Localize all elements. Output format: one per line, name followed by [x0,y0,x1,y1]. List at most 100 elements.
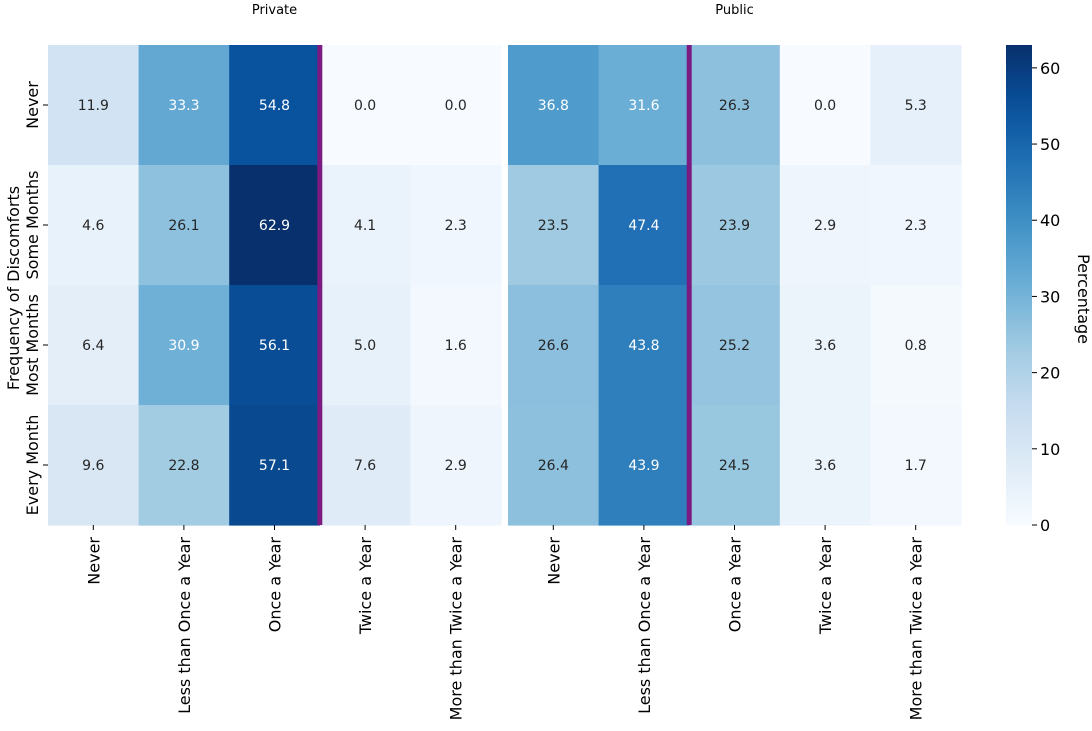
cell-value-label: 0.0 [354,98,376,114]
heatmap-cell [598,165,690,286]
colorbar-tick-label: 10 [1040,440,1060,459]
heatmap-cell [319,165,411,286]
cell-value-label: 43.9 [628,458,659,474]
heatmap-cell [48,45,140,166]
cell-value-label: 5.3 [905,98,927,114]
cell-value-label: 25.2 [719,338,750,354]
cell-value-label: 4.1 [354,218,376,234]
cell-value-label: 47.4 [628,218,659,234]
colorbar-tick-label: 50 [1040,135,1060,154]
heatmap-cell [870,285,962,406]
heatmap-cell [319,405,411,526]
heatmap-cell [229,165,321,286]
cell-value-label: 22.8 [168,458,199,474]
heatmap-cell [689,285,781,406]
colorbar-tick-label: 40 [1040,211,1060,230]
colorbar: 0 10 20 30 40 50 60 [1006,45,1060,535]
cell-value-label: 2.9 [814,218,836,234]
x-tick-label: More than Twice a Year [907,537,926,721]
cell-value-label: 2.9 [445,458,467,474]
cell-value-label: 31.6 [628,98,659,114]
x-tick-label: Twice a Year [356,537,375,636]
cell-value-label: 33.3 [168,98,199,114]
x-tick-label: Twice a Year [816,537,835,636]
heatmap-cell [508,285,600,406]
y-axis-label: Frequency of Discomforts [4,186,23,390]
x-tick-label: Never [544,537,563,585]
heatmap-cell [138,405,230,526]
x-tick-label: More than Twice a Year [447,537,466,721]
cell-value-label: 1.7 [905,458,927,474]
cell-value-label: 26.6 [538,338,569,354]
heatmap-cell [138,165,230,286]
x-tick-label: Less than Once a Year [635,537,654,714]
cell-value-label: 6.4 [82,338,104,354]
cell-value-label: 23.5 [538,218,569,234]
cell-value-label: 57.1 [259,458,290,474]
cell-value-label: 24.5 [719,458,750,474]
cell-value-label: 0.0 [445,98,467,114]
cell-value-label: 2.3 [445,218,467,234]
heatmap-cell [229,285,321,406]
heatmap-cell [138,45,230,166]
heatmap-cell [410,405,502,526]
colorbar-label: Percentage [1074,254,1092,344]
cell-value-label: 56.1 [259,338,290,354]
heatmap-cell [229,405,321,526]
panel-public: Public 36.8 31.6 26.3 0.0 5.3 23.5 47.4 23.9 2.9 2… [508,3,962,720]
heatmap-cell [229,45,321,166]
heatmap-cell [779,45,871,166]
cell-value-label: 1.6 [445,338,467,354]
heatmap-cell [870,45,962,166]
colorbar-tick-label: 0 [1040,516,1050,535]
y-tick-label: Never [23,81,42,129]
heatmap-cell [870,405,962,526]
heatmap-cell [410,285,502,406]
colorbar-tick-label: 60 [1040,59,1060,78]
heatmap-cell [48,285,140,406]
colorbar-tick-label: 20 [1040,364,1060,383]
cell-value-label: 4.6 [82,218,104,234]
heatmap-cell [689,165,781,286]
panel-title: Public [715,3,753,18]
cell-value-label: 54.8 [259,98,290,114]
heatmap-cell [319,285,411,406]
cell-value-label: 36.8 [538,98,569,114]
heatmap-cell [779,405,871,526]
heatmap-cell [779,285,871,406]
heatmap-cell [689,405,781,526]
panel-title: Private [252,3,297,18]
cell-value-label: 9.6 [82,458,104,474]
cell-value-label: 0.0 [814,98,836,114]
heatmap-cell [138,285,230,406]
x-tick-label: Less than Once a Year [175,537,194,714]
heatmap-panels: Private 11.9 33.3 54.8 0.0 0.0 4.6 26.1 62.9 4.1 2… [23,3,962,720]
heatmap-cell [689,45,781,166]
cell-value-label: 0.8 [905,338,927,354]
cell-value-label: 3.6 [814,458,836,474]
cell-value-label: 5.0 [354,338,376,354]
panel-private: Private 11.9 33.3 54.8 0.0 0.0 4.6 26.1 62.9 4.1 2… [23,3,502,720]
heatmap-cell [508,45,600,166]
colorbar-gradient [1006,45,1032,525]
y-tick-label: Every Month [23,415,42,516]
heatmap-cell [48,165,140,286]
cell-value-label: 3.6 [814,338,836,354]
x-tick-label: Once a Year [726,537,745,633]
heatmap-cell [319,45,411,166]
y-tick-label: Some Months [23,171,42,280]
cell-value-label: 2.3 [905,218,927,234]
heatmap-cell [779,165,871,286]
cell-value-label: 23.9 [719,218,750,234]
cell-value-label: 26.1 [168,218,199,234]
heatmap-cell [870,165,962,286]
cell-value-label: 43.8 [628,338,659,354]
heatmap-cell [410,45,502,166]
heatmap-cell [598,45,690,166]
heatmap-cell [508,165,600,286]
heatmap-cell [48,405,140,526]
cell-value-label: 7.6 [354,458,376,474]
y-tick-label: Most Months [23,294,42,396]
cell-value-label: 11.9 [78,98,109,114]
